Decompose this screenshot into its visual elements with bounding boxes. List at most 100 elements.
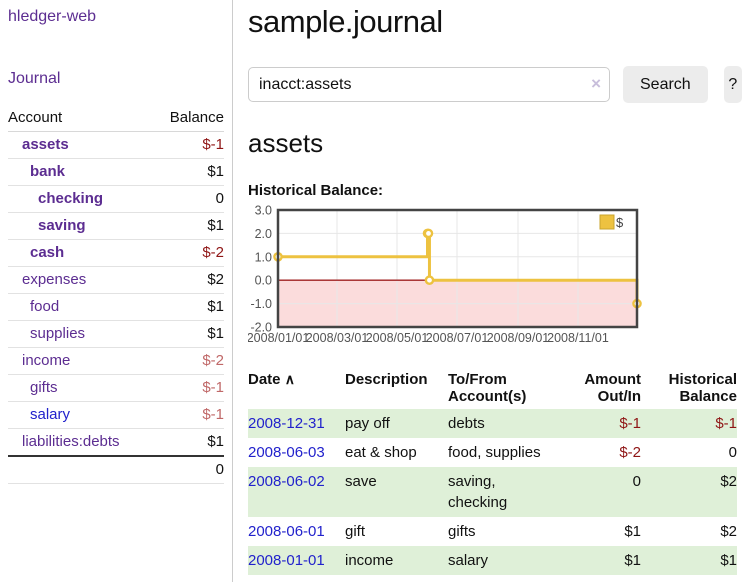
transaction-balance: $-1 [641, 409, 737, 438]
register-row: 2008-01-01 income salary $1 $1 [248, 546, 737, 575]
account-link-expenses[interactable]: expenses [22, 271, 87, 288]
account-link-saving[interactable]: saving [38, 217, 86, 234]
account-tree: Account Balance assets $-1 bank $1 checkin… [8, 105, 224, 484]
account-link-salary[interactable]: salary [30, 406, 71, 423]
chart-svg: 3.0 2.0 1.0 0.0 -1.0 -2.02008/01/012008/03/01… [247, 204, 642, 345]
main-content: sample.journal × Search ? assets Histori… [247, 0, 742, 582]
account-row: income $-2 [8, 347, 224, 375]
historical-balance-chart: 3.0 2.0 1.0 0.0 -1.0 -2.0 2008/01/01 2008/03/01… [247, 204, 742, 351]
transaction-amount: $1 [558, 546, 641, 575]
account-heading: assets [248, 128, 324, 158]
account-balance: $1 [153, 293, 224, 321]
account-balance: $1 [153, 212, 224, 240]
account-balance: $1 [153, 158, 224, 186]
account-row: supplies $1 [8, 320, 224, 348]
balance-column-header: Balance [153, 105, 224, 132]
transaction-date-link[interactable]: 2008-06-02 [248, 473, 325, 490]
account-link-assets[interactable]: assets [22, 136, 69, 153]
account-link-income[interactable]: income [22, 352, 71, 369]
account-row: gifts $-1 [8, 374, 224, 402]
chart-label: Historical Balance: [248, 182, 384, 199]
register-row: 2008-06-02 save saving, checking 0 $2 [248, 467, 737, 517]
accounts-column-header: To/From Account(s) [448, 371, 527, 405]
search-input[interactable] [248, 67, 610, 102]
account-balance: $-1 [153, 131, 224, 159]
account-balance: $-1 [153, 401, 224, 429]
account-link-cash[interactable]: cash [30, 244, 65, 261]
account-total-row: 0 [8, 455, 224, 484]
svg-text:2.0: 2.0 [255, 227, 272, 241]
transaction-balance: $1 [641, 546, 737, 575]
transaction-accounts: debts [448, 409, 558, 438]
account-row: saving $1 [8, 212, 224, 240]
transaction-description: save [345, 467, 448, 517]
account-balance: $-2 [153, 347, 224, 375]
sidebar: hledger-web Journal Account Balance asse… [0, 0, 233, 582]
transaction-date-link[interactable]: 2008-06-01 [248, 523, 325, 540]
account-row: checking 0 [8, 185, 224, 213]
transaction-date-link[interactable]: 2008-06-03 [248, 444, 325, 461]
search-bar: × Search ? [248, 66, 742, 103]
account-link-checking[interactable]: checking [38, 190, 104, 207]
svg-text:2008/11/01: 2008/11/01 [547, 331, 609, 345]
account-link-supplies[interactable]: supplies [30, 325, 86, 342]
transaction-description: pay off [345, 409, 448, 438]
account-row: assets $-1 [8, 131, 224, 159]
register-row: 2008-06-03 eat & shop food, supplies $-2… [248, 438, 737, 467]
transaction-accounts: gifts [448, 523, 476, 540]
account-link-food[interactable]: food [30, 298, 60, 315]
transaction-date-link[interactable]: 2008-01-01 [248, 552, 325, 569]
brand-link[interactable]: hledger-web [8, 8, 97, 25]
search-button[interactable]: Search [623, 66, 708, 103]
register-row: 2008-12-31 pay off debts $-1 $-1 [248, 409, 737, 438]
svg-text:2008/03/01: 2008/03/01 [306, 331, 369, 345]
account-row: liabilities:debts $1 [8, 428, 224, 457]
account-balance: $-1 [153, 374, 224, 402]
transaction-description: eat & shop [345, 444, 417, 461]
transaction-balance: $2 [641, 467, 737, 517]
transaction-accounts: salary [448, 546, 558, 575]
svg-text:2008/05/01: 2008/05/01 [366, 331, 429, 345]
svg-text:2008/07/01: 2008/07/01 [426, 331, 489, 345]
account-total-balance: 0 [153, 455, 224, 484]
balance-column-header: Historical Balance [668, 371, 737, 405]
svg-text:2008/01/01: 2008/01/01 [248, 331, 309, 345]
transaction-amount: 0 [558, 467, 641, 517]
help-button[interactable]: ? [723, 66, 742, 103]
account-row: cash $-2 [8, 239, 224, 267]
transaction-balance: 0 [728, 444, 737, 461]
account-balance: $1 [153, 428, 224, 457]
description-column-header: Description [345, 371, 428, 388]
svg-text:-1.0: -1.0 [250, 297, 272, 311]
register-table: Date ∧ Description To/From Account(s) Am… [248, 369, 737, 575]
account-column-header: Account [8, 105, 154, 132]
transaction-date-link[interactable]: 2008-12-31 [248, 415, 325, 432]
account-balance: 0 [153, 185, 224, 213]
svg-text:3.0: 3.0 [255, 205, 272, 218]
account-tree-header: Account Balance [8, 105, 224, 132]
transaction-balance: $2 [720, 523, 737, 540]
amount-column-header: Amount Out/In [584, 371, 641, 405]
transaction-accounts: food, supplies [448, 444, 541, 461]
account-balance: $1 [153, 320, 224, 348]
account-row: expenses $2 [8, 266, 224, 294]
svg-text:$: $ [616, 215, 624, 230]
account-balance: $-2 [153, 239, 224, 267]
nav-journal-link[interactable]: Journal [8, 70, 61, 87]
account-balance: $2 [153, 266, 224, 294]
register-header-row: Date ∧ Description To/From Account(s) Am… [248, 369, 737, 409]
account-link-gifts[interactable]: gifts [30, 379, 58, 396]
account-row: food $1 [8, 293, 224, 321]
svg-text:-2.0: -2.0 [250, 321, 272, 335]
transaction-accounts: saving, checking [448, 467, 558, 517]
clear-search-icon[interactable]: × [591, 74, 601, 93]
transaction-amount: $1 [624, 523, 641, 540]
transaction-description: income [345, 546, 448, 575]
account-link-bank[interactable]: bank [30, 163, 66, 180]
account-link-liabilities-debts[interactable]: liabilities:debts [22, 433, 120, 450]
transaction-amount: $-2 [619, 444, 641, 461]
svg-text:2008/09/01: 2008/09/01 [487, 331, 550, 345]
date-column-header[interactable]: Date ∧ [248, 371, 295, 388]
page-title: sample.journal [248, 4, 443, 39]
register-row: 2008-06-01 gift gifts $1 $2 [248, 517, 737, 546]
